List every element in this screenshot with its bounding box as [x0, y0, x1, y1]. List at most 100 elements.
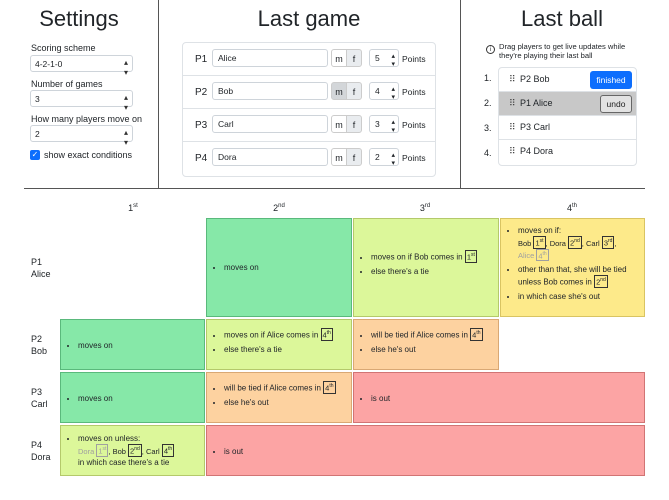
- cell-p2-3rd: will be tied if Alice comes in 4th else …: [353, 319, 499, 370]
- outcome-text: in which case she's out: [518, 291, 640, 302]
- ball-rank: 3.: [484, 123, 492, 133]
- ball-player-name: P2 Bob: [520, 74, 550, 84]
- place-badge: 4th: [323, 381, 336, 394]
- cell-p1-4th: moves on if: Bob 1st, Dora 2nd, Carl 3rd…: [500, 218, 645, 317]
- f-button[interactable]: f: [346, 115, 362, 133]
- outcome-text: moves on if Alice comes in 4th: [224, 328, 347, 341]
- points-input[interactable]: 5 ▴ ▾: [369, 49, 399, 68]
- row-header-p2: P2 Bob: [31, 334, 48, 356]
- ball-list-item[interactable]: ⠿ P2 Bob finished: [499, 68, 636, 92]
- player-name-input[interactable]: Bob: [212, 82, 328, 100]
- outcome-text: else he's out: [224, 397, 347, 408]
- cell-p3-2nd: will be tied if Alice comes in 4th else …: [206, 372, 352, 423]
- points-value: 3: [375, 119, 380, 129]
- select-arrow-icon: ▴ ▾: [123, 58, 128, 77]
- m-button[interactable]: m: [331, 82, 347, 100]
- player-label: P4: [195, 153, 208, 164]
- spinner-icon: ▴ ▾: [391, 152, 395, 167]
- outcome-text: will be tied if Alice comes in 4th: [371, 328, 494, 341]
- m-button[interactable]: m: [331, 49, 347, 67]
- points-input[interactable]: 2 ▴ ▾: [369, 148, 399, 167]
- drag-handle-icon[interactable]: ⠿: [509, 146, 516, 156]
- outcome-text: is out: [224, 446, 640, 457]
- ball-list-item[interactable]: ⠿ P3 Carl: [499, 116, 636, 140]
- points-label: Points: [402, 120, 426, 130]
- player-label: P3: [195, 120, 208, 131]
- player-name-input[interactable]: Carl: [212, 115, 328, 133]
- number-of-games-select[interactable]: 3 ▴ ▾: [30, 90, 133, 112]
- row-header-p1: P1 Alice: [31, 257, 51, 279]
- ball-list-item[interactable]: ⠿ P4 Dora: [499, 140, 636, 164]
- finished-button[interactable]: finished: [590, 71, 632, 89]
- cell-p3-3rd-4th: is out: [353, 372, 645, 423]
- column-header-4th: 4th: [566, 203, 578, 213]
- spinner-icon: ▴ ▾: [391, 119, 395, 134]
- outcome-text: else there's a tie: [224, 344, 347, 355]
- points-input[interactable]: 4 ▴ ▾: [369, 82, 399, 101]
- player-name-input[interactable]: Alice: [212, 49, 328, 67]
- outcome-text: moves on: [78, 340, 200, 351]
- place-badge: 4th: [536, 248, 549, 261]
- scoring-scheme-label: Scoring scheme: [31, 43, 96, 53]
- m-button[interactable]: m: [331, 148, 347, 166]
- show-exact-conditions-checkbox[interactable]: ✓: [30, 150, 40, 160]
- place-badge: 2nd: [128, 444, 142, 457]
- players-move-on-label: How many players move on: [31, 114, 143, 124]
- last-ball-title: Last ball: [521, 6, 603, 31]
- f-button[interactable]: f: [346, 82, 362, 100]
- place-badge: 4th: [161, 444, 175, 457]
- points-label: Points: [402, 54, 426, 64]
- ball-rank: 2.: [484, 98, 492, 108]
- select-arrow-icon: ▴ ▾: [123, 93, 128, 112]
- last-ball-list: ⠿ P2 Bob finished ⠿ P1 Alice undo ⠿ P3 C…: [498, 67, 637, 166]
- place-badge: 4th: [320, 328, 333, 341]
- drag-handle-icon[interactable]: ⠿: [509, 98, 516, 108]
- players-move-on-value: 2: [35, 129, 40, 139]
- f-button[interactable]: f: [346, 49, 362, 67]
- player-label: P2: [195, 87, 208, 98]
- outcome-text: moves on if: Bob 1st, Dora 2nd, Carl 3rd…: [518, 225, 640, 261]
- place-badge: 4th: [470, 328, 483, 341]
- cell-p4-1st: moves on unless: Dora 1st, Bob 2nd, Carl…: [60, 425, 205, 476]
- players-move-on-select[interactable]: 2 ▴ ▾: [30, 125, 133, 147]
- player-name-input[interactable]: Dora: [212, 148, 328, 166]
- outcome-text: is out: [371, 393, 640, 404]
- number-of-games-value: 3: [35, 94, 40, 104]
- undo-button[interactable]: undo: [600, 95, 632, 113]
- points-value: 2: [375, 152, 380, 162]
- place-badge: 2nd: [568, 236, 582, 249]
- outcome-text: else there's a tie: [371, 266, 494, 277]
- drag-handle-icon[interactable]: ⠿: [509, 122, 516, 132]
- spinner-icon: ▴ ▾: [391, 53, 395, 68]
- points-input[interactable]: 3 ▴ ▾: [369, 115, 399, 134]
- row-header-p4: P4 Dora: [31, 440, 51, 462]
- f-button[interactable]: f: [346, 148, 362, 166]
- ball-list-item[interactable]: ⠿ P1 Alice undo: [499, 92, 636, 116]
- drag-handle-icon[interactable]: ⠿: [509, 74, 516, 84]
- points-label: Points: [402, 87, 426, 97]
- column-header-3rd: 3rd: [419, 203, 431, 213]
- cell-p1-3rd: moves on if Bob comes in 1st else there'…: [353, 218, 499, 317]
- place-badge: 3rd: [601, 236, 615, 249]
- outcome-text: else he's out: [371, 344, 494, 355]
- outcome-text: moves on: [78, 393, 200, 404]
- m-button[interactable]: m: [331, 115, 347, 133]
- column-header-1st: 1st: [128, 203, 138, 213]
- scoring-scheme-select[interactable]: 4-2-1-0 ▴ ▾: [30, 55, 133, 77]
- points-value: 4: [375, 86, 380, 96]
- player-label: P1: [195, 54, 208, 65]
- ball-player-name: P4 Dora: [520, 146, 554, 156]
- cell-p2-1st: moves on: [60, 319, 205, 370]
- points-label: Points: [402, 153, 426, 163]
- outcome-text: moves on unless: Dora 1st, Bob 2nd, Carl…: [78, 433, 200, 468]
- place-badge: 1st: [96, 444, 109, 457]
- row-header-p3: P3 Carl: [31, 387, 48, 409]
- place-badge: 2nd: [594, 275, 608, 288]
